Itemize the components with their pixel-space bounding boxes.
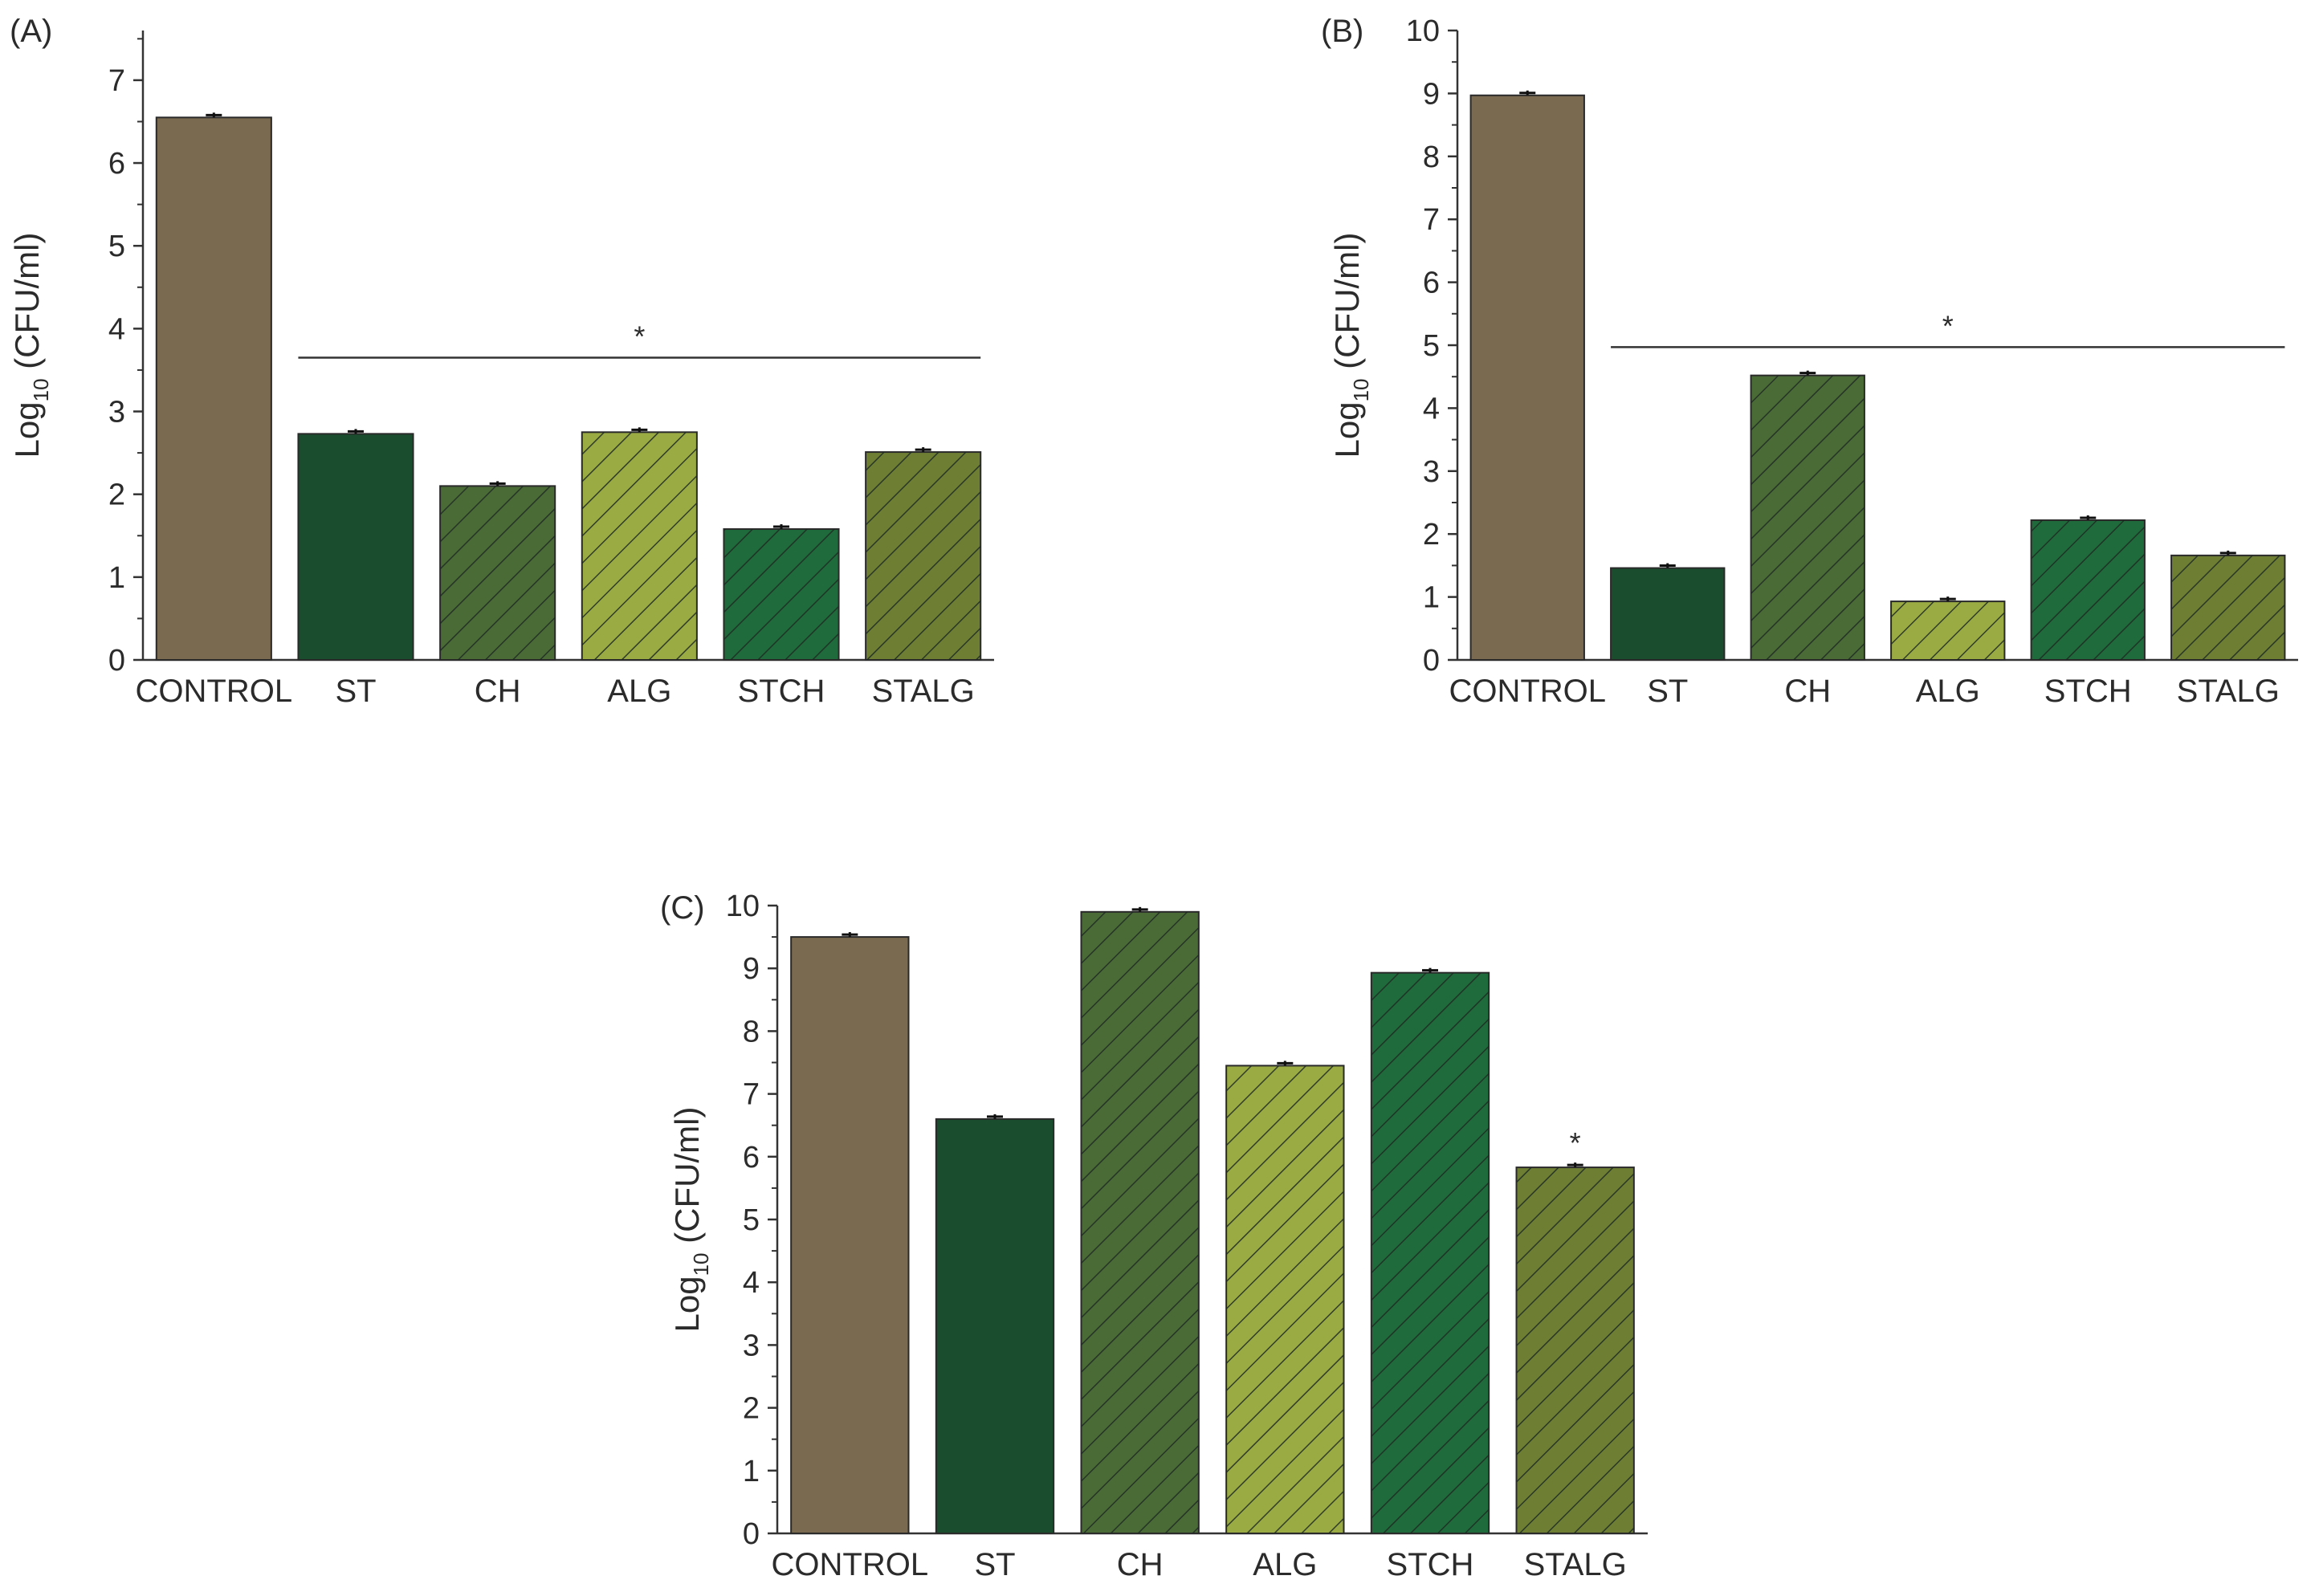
x-tick-label: ALG	[1253, 1547, 1317, 1582]
bar-control	[155, 116, 272, 661]
y-tick-label: 6	[108, 147, 125, 181]
y-tick-label: 10	[1406, 14, 1440, 48]
y-tick-label: 8	[1423, 140, 1440, 174]
y-tick-label: 7	[743, 1078, 760, 1112]
x-tick-label: CH	[475, 674, 521, 709]
x-tick-label: CH	[1117, 1547, 1164, 1582]
y-tick-label: 5	[743, 1203, 760, 1237]
x-tick-label: ST	[974, 1547, 1015, 1582]
y-axis-label: Log10 (CFU/ml)	[668, 1107, 713, 1333]
bar-st	[297, 433, 414, 662]
bar-control	[1469, 94, 1585, 661]
y-tick-label: 5	[1423, 329, 1440, 363]
bar-hatch-stch	[2031, 519, 2145, 660]
x-tick-label: CONTROL	[1449, 674, 1606, 709]
y-tick-label: 3	[108, 396, 125, 430]
bar-hatch-stalg	[866, 452, 981, 660]
bar-hatch-stalg	[1516, 1167, 1634, 1533]
x-tick-label: STCH	[1387, 1547, 1474, 1582]
y-tick-label: 7	[108, 64, 125, 98]
y-tick-label: 6	[743, 1141, 760, 1175]
x-tick-label: STCH	[2044, 674, 2132, 709]
bar-hatch-ch	[1750, 375, 1865, 660]
significance-mark: *	[1570, 1126, 1581, 1159]
x-tick-label: STCH	[738, 674, 825, 709]
y-tick-label: 6	[1423, 267, 1440, 300]
x-tick-label: ST	[1647, 674, 1688, 709]
panel-label: (C)	[660, 890, 705, 926]
bar-hatch-alg	[1226, 1065, 1344, 1533]
bar-st	[935, 1118, 1055, 1534]
panel-label: (A)	[10, 14, 52, 49]
x-tick-label: CONTROL	[772, 1547, 929, 1582]
y-tick-label: 1	[108, 561, 125, 595]
significance-mark: *	[1942, 309, 1954, 342]
y-tick-label: 1	[743, 1455, 760, 1488]
x-tick-label: STALG	[1524, 1547, 1627, 1582]
bar-hatch-ch	[1081, 911, 1199, 1533]
y-tick-label: 8	[743, 1015, 760, 1048]
y-tick-label: 4	[1423, 392, 1440, 425]
y-tick-label: 4	[108, 312, 125, 346]
bar-hatch-ch	[440, 486, 556, 660]
y-tick-label: 9	[743, 952, 760, 986]
bar-hatch-alg	[1891, 601, 2005, 660]
y-tick-label: 5	[108, 230, 125, 263]
bar-st	[1610, 567, 1726, 662]
bar-hatch-alg	[581, 432, 697, 660]
y-tick-label: 0	[108, 644, 125, 678]
y-tick-label: 3	[1423, 455, 1440, 489]
y-axis-label: Log10 (CFU/ml)	[8, 233, 53, 458]
y-tick-label: 2	[108, 478, 125, 512]
y-tick-label: 10	[726, 890, 760, 923]
x-tick-label: ST	[335, 674, 376, 709]
y-tick-label: 0	[743, 1517, 760, 1551]
x-tick-label: STALG	[872, 674, 975, 709]
y-tick-label: 2	[743, 1392, 760, 1426]
y-tick-label: 4	[743, 1266, 760, 1300]
y-tick-label: 3	[743, 1329, 760, 1362]
y-axis-label: Log10 (CFU/ml)	[1328, 233, 1373, 458]
bar-control	[790, 936, 910, 1534]
bar-hatch-stalg	[2171, 555, 2285, 660]
bar-hatch-stch	[723, 529, 839, 660]
x-tick-label: CONTROL	[136, 674, 293, 709]
x-tick-label: STALG	[2177, 674, 2280, 709]
significance-mark: *	[634, 320, 645, 352]
x-tick-label: ALG	[607, 674, 671, 709]
x-tick-label: CH	[1784, 674, 1831, 709]
y-tick-label: 7	[1423, 203, 1440, 237]
y-tick-label: 0	[1423, 644, 1440, 678]
x-tick-label: ALG	[1916, 674, 1980, 709]
bar-hatch-stch	[1371, 972, 1490, 1533]
panel-label: (B)	[1321, 14, 1363, 49]
y-tick-label: 2	[1423, 518, 1440, 552]
y-tick-label: 1	[1423, 581, 1440, 615]
y-tick-label: 9	[1423, 77, 1440, 111]
